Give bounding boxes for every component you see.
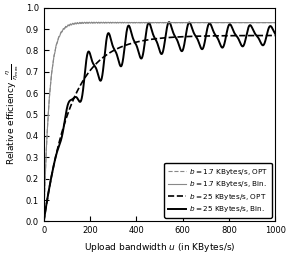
- $b = 1.7$ KBytes/s, Bin.: [126, 21, 129, 24]
- $b = 1.7$ KBytes/s, OPT: [259, 21, 262, 24]
- $b = 25$ KBytes/s, OPT: [189, 35, 193, 38]
- $b = 1.7$ KBytes/s, OPT: [179, 21, 182, 24]
- Line: $b = 25$ KBytes/s, Bin.: $b = 25$ KBytes/s, Bin.: [44, 22, 275, 221]
- $b = 25$ KBytes/s, OPT: [42, 220, 46, 223]
- $b = 1.7$ KBytes/s, Bin.: [214, 21, 217, 24]
- $b = 1.7$ KBytes/s, Bin.: [189, 21, 193, 24]
- Y-axis label: Relative efficiency $\frac{\eta}{\eta_{\mathrm{max}}}$: Relative efficiency $\frac{\eta}{\eta_{\…: [4, 64, 20, 165]
- $b = 25$ KBytes/s, Bin.: [226, 26, 230, 29]
- $b = 25$ KBytes/s, OPT: [226, 34, 230, 37]
- Legend: $b = 1.7$ KBytes/s, OPT, $b = 1.7$ KBytes/s, Bin., $b = 25$ KBytes/s, OPT, $b = : $b = 1.7$ KBytes/s, OPT, $b = 1.7$ KByte…: [164, 163, 272, 218]
- Line: $b = 1.7$ KBytes/s, Bin.: $b = 1.7$ KBytes/s, Bin.: [44, 22, 275, 221]
- $b = 1.7$ KBytes/s, OPT: [226, 21, 230, 24]
- $b = 1.7$ KBytes/s, Bin.: [273, 21, 277, 24]
- $b = 1.7$ KBytes/s, OPT: [126, 21, 129, 24]
- X-axis label: Upload bandwidth $u$ (in KBytes/s): Upload bandwidth $u$ (in KBytes/s): [84, 241, 235, 254]
- $b = 1.7$ KBytes/s, OPT: [273, 21, 277, 24]
- $b = 25$ KBytes/s, Bin.: [273, 32, 277, 35]
- $b = 1.7$ KBytes/s, OPT: [214, 21, 217, 24]
- $b = 1.7$ KBytes/s, Bin.: [42, 220, 46, 223]
- $b = 25$ KBytes/s, Bin.: [179, 49, 182, 52]
- $b = 1.7$ KBytes/s, Bin.: [54, 48, 57, 51]
- $b = 1.7$ KBytes/s, Bin.: [90, 21, 93, 24]
- $b = 25$ KBytes/s, OPT: [273, 34, 277, 37]
- $b = 1.7$ KBytes/s, OPT: [54, 48, 57, 51]
- $b = 1.7$ KBytes/s, OPT: [42, 220, 46, 223]
- $b = 1.7$ KBytes/s, OPT: [189, 21, 193, 24]
- Line: $b = 25$ KBytes/s, OPT: $b = 25$ KBytes/s, OPT: [44, 36, 275, 221]
- $b = 25$ KBytes/s, OPT: [54, 156, 57, 159]
- $b = 25$ KBytes/s, OPT: [126, 43, 129, 46]
- $b = 25$ KBytes/s, Bin.: [126, 26, 129, 29]
- $b = 25$ KBytes/s, Bin.: [167, 21, 171, 24]
- $b = 1.7$ KBytes/s, Bin.: [179, 21, 182, 24]
- $b = 25$ KBytes/s, Bin.: [214, 34, 217, 37]
- $b = 25$ KBytes/s, Bin.: [42, 220, 46, 223]
- $b = 25$ KBytes/s, Bin.: [189, 23, 193, 26]
- $b = 25$ KBytes/s, Bin.: [54, 157, 57, 160]
- $b = 1.7$ KBytes/s, Bin.: [226, 21, 230, 24]
- Line: $b = 1.7$ KBytes/s, OPT: $b = 1.7$ KBytes/s, OPT: [44, 23, 275, 221]
- $b = 25$ KBytes/s, OPT: [179, 35, 182, 38]
- $b = 25$ KBytes/s, OPT: [214, 34, 217, 37]
